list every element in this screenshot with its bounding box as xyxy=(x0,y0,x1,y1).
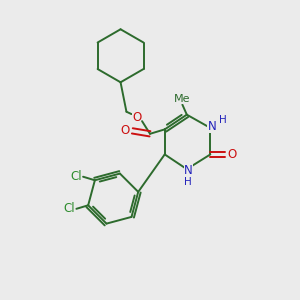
Text: Cl: Cl xyxy=(70,170,82,183)
Text: H: H xyxy=(219,115,226,125)
Text: N: N xyxy=(184,164,193,177)
Text: Cl: Cl xyxy=(63,202,75,215)
Text: H: H xyxy=(184,176,192,187)
Text: O: O xyxy=(120,124,130,137)
Text: N: N xyxy=(208,120,216,133)
Text: O: O xyxy=(227,148,236,161)
Text: Me: Me xyxy=(174,94,190,104)
Text: O: O xyxy=(132,111,141,124)
